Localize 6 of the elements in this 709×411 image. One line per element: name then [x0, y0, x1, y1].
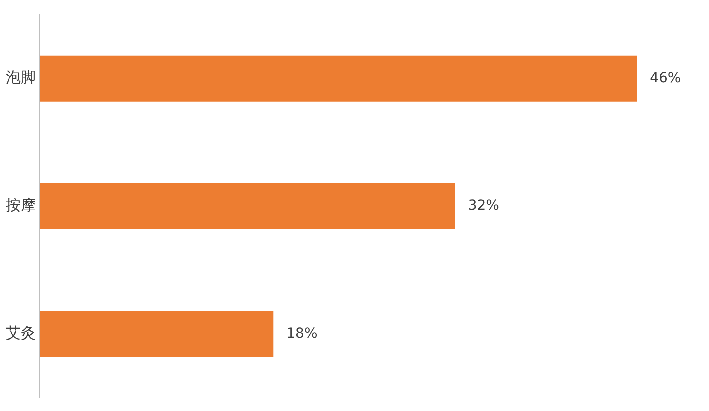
- data-label: 46%: [650, 70, 682, 86]
- y-tick-label: 泡脚: [6, 68, 36, 87]
- data-label: 32%: [468, 198, 500, 214]
- y-tick-label: 按摩: [6, 196, 36, 214]
- y-tick-label: 艾灸: [6, 324, 36, 342]
- data-label: 18%: [286, 326, 318, 342]
